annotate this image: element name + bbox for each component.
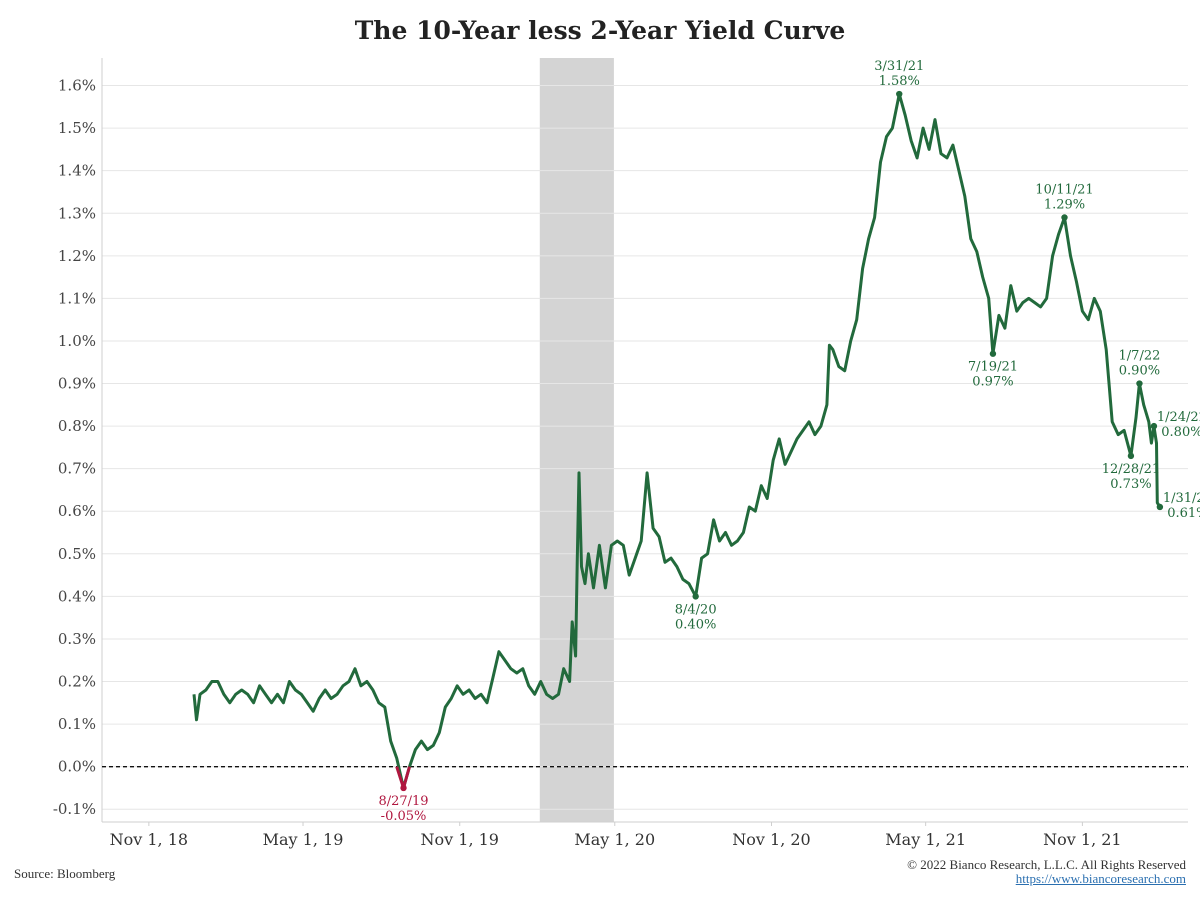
annotation-date: 3/31/21 [874, 59, 924, 74]
annotation-marker [896, 90, 903, 98]
y-tick-label: 1.2% [58, 247, 96, 265]
annotation-date: 1/24/22 [1157, 410, 1200, 425]
annotation-value: 0.40% [675, 617, 716, 632]
annotation-marker [400, 784, 407, 792]
y-tick-label: 1.3% [58, 204, 96, 222]
annotation-marker [989, 350, 997, 357]
x-tick-label: Nov 1, 20 [732, 830, 810, 849]
y-tick-label: 0.7% [58, 460, 96, 478]
annotation-marker [1150, 422, 1158, 430]
x-tick-label: Nov 1, 21 [1043, 830, 1121, 849]
annotation-date: 12/28/21 [1102, 462, 1160, 477]
annotation-value: 1.58% [879, 74, 920, 89]
annotation-date: 10/11/21 [1035, 183, 1093, 198]
annotation-value: 0.80% [1161, 425, 1200, 440]
x-tick-label: Nov 1, 18 [110, 830, 188, 849]
annotation-marker [1156, 503, 1164, 511]
y-tick-label: 1.6% [58, 77, 96, 95]
annotation-marker [1061, 214, 1068, 221]
y-tick-label: 0.0% [58, 758, 96, 776]
copyright-block: © 2022 Bianco Research, L.L.C. All Right… [907, 858, 1186, 886]
annotation-value: 0.73% [1110, 477, 1151, 492]
annotation-value: 0.97% [972, 375, 1013, 390]
y-tick-label: 0.8% [58, 417, 96, 435]
y-tick-label: 1.1% [58, 289, 96, 307]
y-tick-label: -0.1% [53, 800, 96, 818]
y-tick-label: 1.0% [58, 332, 96, 350]
copyright-text: © 2022 Bianco Research, L.L.C. All Right… [907, 857, 1186, 872]
y-tick-label: 0.4% [58, 587, 96, 605]
y-tick-label: 0.1% [58, 715, 96, 733]
annotation-date: 7/19/21 [968, 360, 1018, 375]
annotation-date: 8/4/20 [675, 602, 717, 617]
chart-title: The 10-Year less 2-Year Yield Curve [354, 16, 846, 45]
annotation-marker [692, 593, 699, 600]
x-tick-label: May 1, 21 [885, 830, 966, 849]
y-tick-label: 0.5% [58, 545, 96, 563]
annotation-value: 1.29% [1044, 198, 1085, 213]
annotation-date: 1/7/22 [1119, 349, 1161, 364]
annotation-date: 1/31/22 [1163, 491, 1200, 506]
y-tick-label: 0.3% [58, 630, 96, 648]
y-tick-label: 1.5% [58, 119, 96, 137]
website-link[interactable]: https://www.biancoresearch.com [1015, 871, 1186, 886]
x-tick-label: May 1, 20 [574, 830, 655, 849]
annotation-marker [1127, 452, 1135, 460]
annotation-date: 8/27/19 [378, 794, 428, 809]
series-line [192, 92, 1162, 790]
annotation-value: -0.05% [381, 809, 427, 824]
series-line-negative [395, 766, 411, 790]
annotation-value: 0.61% [1167, 506, 1200, 521]
y-tick-label: 0.9% [58, 375, 96, 393]
y-tick-label: 0.6% [58, 502, 96, 520]
x-tick-label: Nov 1, 19 [421, 830, 499, 849]
recession-band [539, 58, 614, 822]
annotation-marker [1136, 380, 1143, 387]
x-tick-label: May 1, 19 [263, 830, 344, 849]
annotation-value: 0.90% [1119, 364, 1160, 379]
y-tick-label: 1.4% [58, 162, 96, 180]
source-note: Source: Bloomberg [14, 866, 116, 881]
y-tick-label: 0.2% [58, 673, 96, 691]
